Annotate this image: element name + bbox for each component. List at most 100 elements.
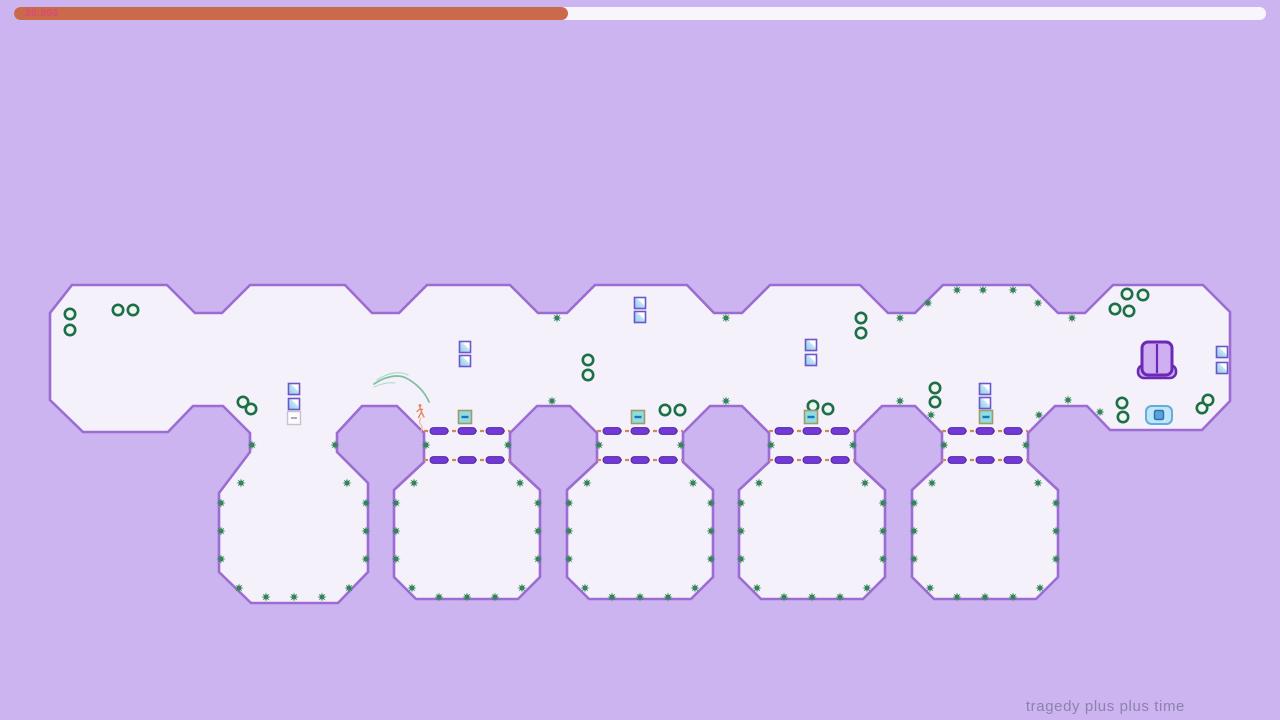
mine-icon (580, 583, 590, 593)
toggle-mine-icon (1120, 287, 1134, 301)
gold-icon (458, 340, 472, 354)
mine-icon (391, 554, 401, 564)
toggle-mine-icon (581, 353, 595, 367)
mine-icon (878, 498, 888, 508)
mine-icon (289, 592, 299, 602)
mine-icon (1008, 285, 1018, 295)
mine-icon (1035, 583, 1045, 593)
locked-door-segment (802, 456, 822, 464)
mine-icon (676, 440, 686, 450)
mine-icon (517, 583, 527, 593)
mine-icon (607, 592, 617, 602)
mine-icon (690, 583, 700, 593)
locked-door-segment (602, 456, 622, 464)
locked-door-segment (1003, 456, 1023, 464)
locked-door-segment (485, 456, 505, 464)
toggle-mine-icon (111, 303, 125, 317)
mine-icon (736, 498, 746, 508)
timer-value: 20.903 (25, 8, 59, 19)
mine-icon (909, 526, 919, 536)
mine-icon (835, 592, 845, 602)
mine-icon (342, 478, 352, 488)
mine-icon (1051, 526, 1061, 536)
exit-door (1136, 340, 1178, 380)
mine-icon (754, 478, 764, 488)
mine-icon (752, 583, 762, 593)
toggle-mine-icon (1122, 304, 1136, 318)
mine-icon (927, 478, 937, 488)
mine-icon (216, 554, 226, 564)
door-switch-dash (461, 415, 469, 419)
toggle-mine-icon (673, 403, 687, 417)
mine-icon (361, 526, 371, 536)
toggle-mine-icon (63, 323, 77, 337)
mine-icon (878, 554, 888, 564)
locked-door-segment (429, 427, 449, 435)
mine-icon (361, 554, 371, 564)
gold-icon (978, 382, 992, 396)
toggle-mine-icon (854, 326, 868, 340)
mine-icon (594, 440, 604, 450)
mine-icon (261, 592, 271, 602)
mine-icon (895, 396, 905, 406)
mine-icon (236, 478, 246, 488)
locked-door-segment (947, 427, 967, 435)
exit-switch (1145, 405, 1173, 425)
toggle-mine-icon (1108, 302, 1122, 316)
exit-switch-button (1153, 409, 1165, 421)
toggle-mine-icon (1136, 288, 1150, 302)
mine-icon (1021, 440, 1031, 450)
mine-icon (533, 526, 543, 536)
gold-icon (458, 354, 472, 368)
mine-icon (1033, 298, 1043, 308)
level-name: tragedy plus plus time (1025, 698, 1185, 715)
mine-icon (515, 478, 525, 488)
ninja-head (418, 404, 422, 407)
mine-icon (635, 592, 645, 602)
trap-door-switch-dash (291, 417, 297, 419)
locked-door-segment (630, 427, 650, 435)
mine-icon (582, 478, 592, 488)
mine-icon (1063, 395, 1073, 405)
locked-door-segment (802, 427, 822, 435)
locked-door-segment (774, 427, 794, 435)
locked-door-segment (830, 456, 850, 464)
gold-icon (1215, 345, 1229, 359)
gold-icon (804, 353, 818, 367)
toggle-mine-icon (1116, 410, 1130, 424)
locked-door-segment (1003, 427, 1023, 435)
locked-door-segment (630, 456, 650, 464)
locked-door-segment (975, 456, 995, 464)
mine-icon (1067, 313, 1077, 323)
locked-door-segment (975, 427, 995, 435)
mine-icon (552, 313, 562, 323)
mine-icon (234, 583, 244, 593)
ninja (416, 404, 425, 433)
mine-icon (409, 478, 419, 488)
mine-icon (1034, 410, 1044, 420)
gold-icon (287, 397, 301, 411)
mine-icon (779, 592, 789, 602)
toggle-mine-icon (244, 402, 258, 416)
mine-icon (490, 592, 500, 602)
mine-icon (706, 498, 716, 508)
mine-icon (330, 440, 340, 450)
mine-icon (721, 313, 731, 323)
toggle-mine-icon (928, 381, 942, 395)
mine-icon (939, 440, 949, 450)
toggle-mine-icon (581, 368, 595, 382)
locked-doors (424, 427, 1028, 464)
mine-icon (391, 498, 401, 508)
toggle-mine-icon (236, 395, 250, 409)
locked-door-segment (457, 427, 477, 435)
mine-icon (247, 440, 257, 450)
mine-icon (564, 526, 574, 536)
mine-icon (909, 498, 919, 508)
gold-icon (978, 396, 992, 410)
mine-icon (434, 592, 444, 602)
toggle-mine-icon (126, 303, 140, 317)
mine-icon (909, 554, 919, 564)
door-switches (286, 409, 994, 426)
mine-icon (923, 298, 933, 308)
